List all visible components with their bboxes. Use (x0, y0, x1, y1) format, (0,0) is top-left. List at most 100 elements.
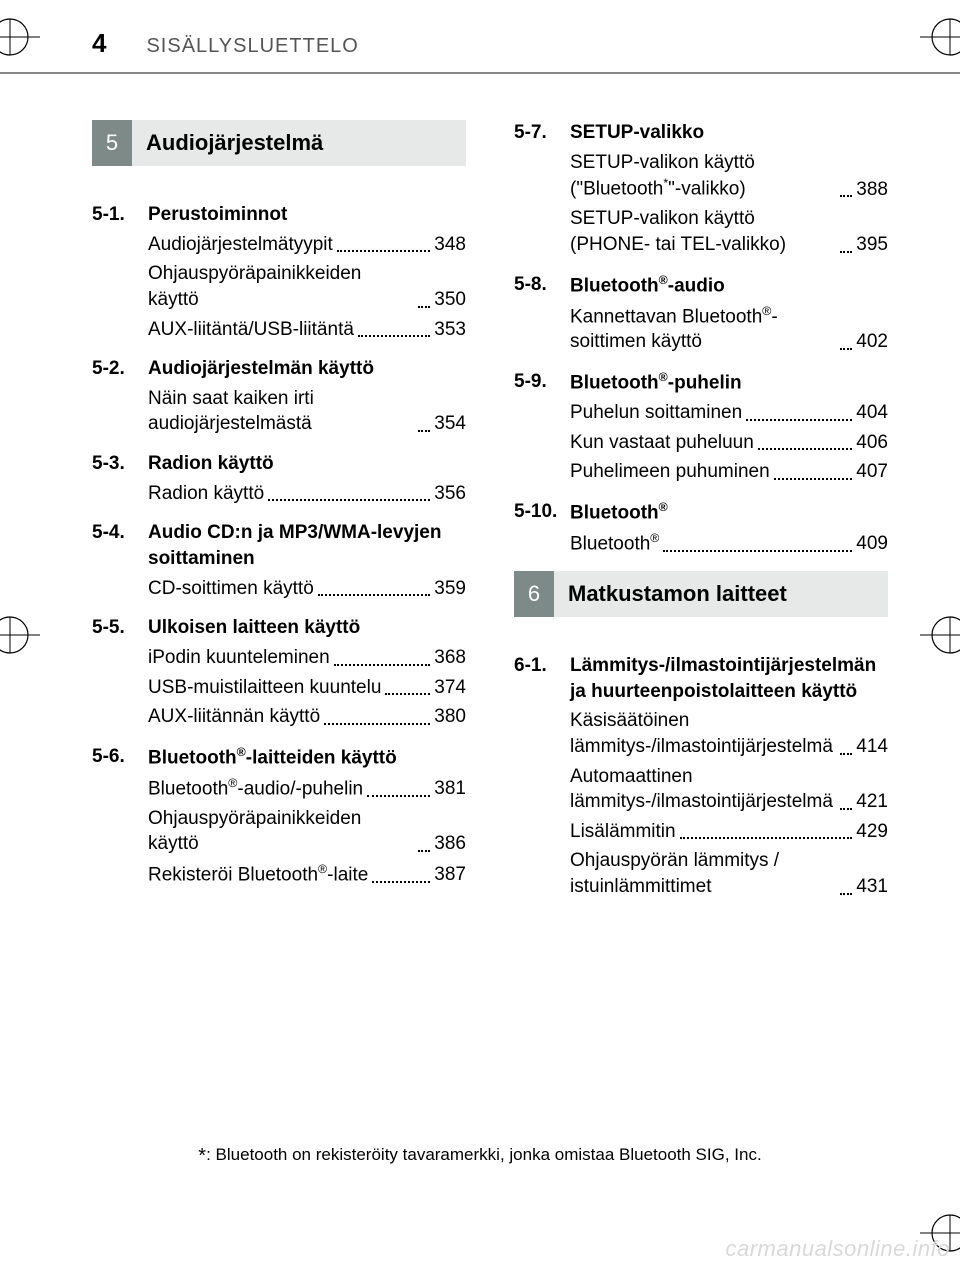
section-heading: 5-6.Bluetooth®-laitteiden käyttö (92, 744, 466, 771)
section-title: Ulkoisen laitteen käyttö (148, 615, 466, 641)
section-title: SETUP-valikko (570, 120, 888, 146)
entry-text: Puhelimeen puhuminen (570, 459, 770, 485)
entry-text: USB-muistilaitteen kuuntelu (148, 675, 381, 701)
section-number: 5-6. (92, 744, 148, 771)
section-title: Audio CD:n ja MP3/WMA-levyjen soittamine… (148, 520, 466, 571)
entry-page: 350 (434, 287, 466, 313)
entry-page: 429 (856, 819, 888, 845)
toc-section: 5-1.Perustoiminnot Audiojärjestelmätyypit… (92, 202, 466, 342)
entry-page: 388 (856, 177, 888, 203)
section-title: Bluetooth®-puhelin (570, 369, 888, 396)
entry-page: 354 (434, 411, 466, 437)
section-heading: 5-10.Bluetooth® (514, 499, 888, 526)
entry-page: 353 (434, 317, 466, 343)
entry-page: 356 (434, 481, 466, 507)
section-heading: 5-7.SETUP-valikko (514, 120, 888, 146)
footnote-star: * (198, 1145, 206, 1167)
leader-dots (418, 306, 430, 308)
header-title: SISÄLLYSLUETTELO (146, 35, 358, 58)
chapter-title: Matkustamon laitteet (554, 571, 888, 617)
toc-entry: Käsisäätöinen lämmitys-/ilmastointijärje… (570, 708, 888, 759)
toc-entry: AUX-liitäntä/USB-liitäntä 353 (148, 317, 466, 343)
leader-dots (337, 250, 430, 252)
watermark: carmanualsonline.info (725, 1236, 950, 1262)
leader-dots (840, 195, 852, 197)
entry-text: AUX-liitäntä/USB-liitäntä (148, 317, 354, 343)
toc-entry: Kun vastaat puheluun406 (570, 430, 888, 456)
section-title: Bluetooth®-audio (570, 272, 888, 299)
leader-dots (418, 430, 430, 432)
footnote-text: : Bluetooth on rekisteröity tavaramerkki… (206, 1145, 762, 1164)
crop-mark-icon (918, 16, 960, 58)
toc-section: 5-5.Ulkoisen laitteen käyttöiPodin kuunt… (92, 615, 466, 730)
section-number: 5-7. (514, 120, 570, 146)
entry-text: Automaattinen lämmitys-/ilmastointijärje… (570, 764, 836, 815)
toc-entry: Radion käyttö 356 (148, 481, 466, 507)
section-heading: 6-1.Lämmitys-/ilmastointijärjestelmän ja… (514, 653, 888, 704)
entry-text: Ohjauspyöräpainikkeiden käyttö (148, 806, 414, 857)
entry-text: Bluetooth® (570, 530, 659, 557)
toc-section: 5-9.Bluetooth®-puhelin Puhelun soittamine… (514, 369, 888, 485)
leader-dots (358, 335, 430, 337)
toc-entry: AUX-liitännän käyttö380 (148, 704, 466, 730)
content-area: 5Audiojärjestelmä 5-1.Perustoiminnot Audio… (92, 120, 888, 914)
section-heading: 5-5.Ulkoisen laitteen käyttö (92, 615, 466, 641)
entry-text: Radion käyttö (148, 481, 264, 507)
entry-text: Lisälämmitin (570, 819, 676, 845)
entry-text: Kannettavan Bluetooth®-soittimen käyttö (570, 303, 836, 356)
toc-section: 5-8.Bluetooth®-audio Kannettavan Bluetoot… (514, 272, 888, 356)
toc-section: 5-2.Audiojärjestelmän käyttöNäin saat ka… (92, 356, 466, 437)
toc-entry: Lisälämmitin 429 (570, 819, 888, 845)
toc-entry: Audiojärjestelmätyypit348 (148, 232, 466, 258)
leader-dots (385, 693, 430, 695)
leader-dots (746, 419, 852, 421)
leader-dots (268, 499, 430, 501)
toc-entry: Rekisteröi Bluetooth®-laite 387 (148, 861, 466, 888)
crop-mark-icon (0, 614, 42, 656)
entry-text: SETUP-valikon käyttö (PHONE- tai TEL-val… (570, 206, 836, 257)
chapter-heading: 6Matkustamon laitteet (514, 571, 888, 617)
toc-entry: Kannettavan Bluetooth®-soittimen käyttö 4… (570, 303, 888, 356)
section-number: 5-8. (514, 272, 570, 299)
toc-entry: CD-soittimen käyttö359 (148, 576, 466, 602)
leader-dots (774, 478, 853, 480)
section-title: Bluetooth® (570, 499, 888, 526)
leader-dots (418, 850, 430, 852)
toc-entry: Automaattinen lämmitys-/ilmastointijärje… (570, 764, 888, 815)
toc-section: 5-3.Radion käyttöRadion käyttö356 (92, 451, 466, 506)
entry-text: SETUP-valikon käyttö ("Bluetooth*"-valik… (570, 150, 836, 203)
entry-text: Ohjauspyöräpainikkeiden käyttö (148, 261, 414, 312)
section-heading: 5-9.Bluetooth®-puhelin (514, 369, 888, 396)
header-rule (0, 72, 960, 74)
chapter-heading: 5Audiojärjestelmä (92, 120, 466, 166)
entry-text: Rekisteröi Bluetooth®-laite (148, 861, 368, 888)
toc-section: 6-1.Lämmitys-/ilmastointijärjestelmän ja… (514, 653, 888, 900)
entry-page: 421 (856, 789, 888, 815)
section-title: Bluetooth®-laitteiden käyttö (148, 744, 466, 771)
leader-dots (840, 348, 852, 350)
entry-page: 374 (434, 675, 466, 701)
entry-page: 402 (856, 329, 888, 355)
entry-page: 387 (434, 862, 466, 888)
section-number: 5-9. (514, 369, 570, 396)
chapter-number: 6 (514, 571, 554, 617)
entry-page: 386 (434, 831, 466, 857)
toc-entry: Näin saat kaiken irti audiojärjestelmäst… (148, 386, 466, 437)
entry-page: 409 (856, 531, 888, 557)
right-column: 5-7.SETUP-valikko SETUP-valikon käyttö ("… (514, 120, 888, 914)
toc-entry: Puhelun soittaminen404 (570, 400, 888, 426)
section-number: 5-4. (92, 520, 148, 571)
leader-dots (318, 594, 431, 596)
leader-dots (840, 808, 852, 810)
entry-page: 414 (856, 734, 888, 760)
section-number: 5-5. (92, 615, 148, 641)
toc-entry: Ohjauspyöräpainikkeiden käyttö 386 (148, 806, 466, 857)
section-number: 6-1. (514, 653, 570, 704)
entry-page: 431 (856, 874, 888, 900)
entry-text: CD-soittimen käyttö (148, 576, 314, 602)
toc-entry: Bluetooth®-audio/-puhelin381 (148, 775, 466, 802)
left-column: 5Audiojärjestelmä 5-1.Perustoiminnot Audio… (92, 120, 466, 914)
section-heading: 5-1.Perustoiminnot (92, 202, 466, 228)
section-heading: 5-8.Bluetooth®-audio (514, 272, 888, 299)
leader-dots (334, 664, 431, 666)
